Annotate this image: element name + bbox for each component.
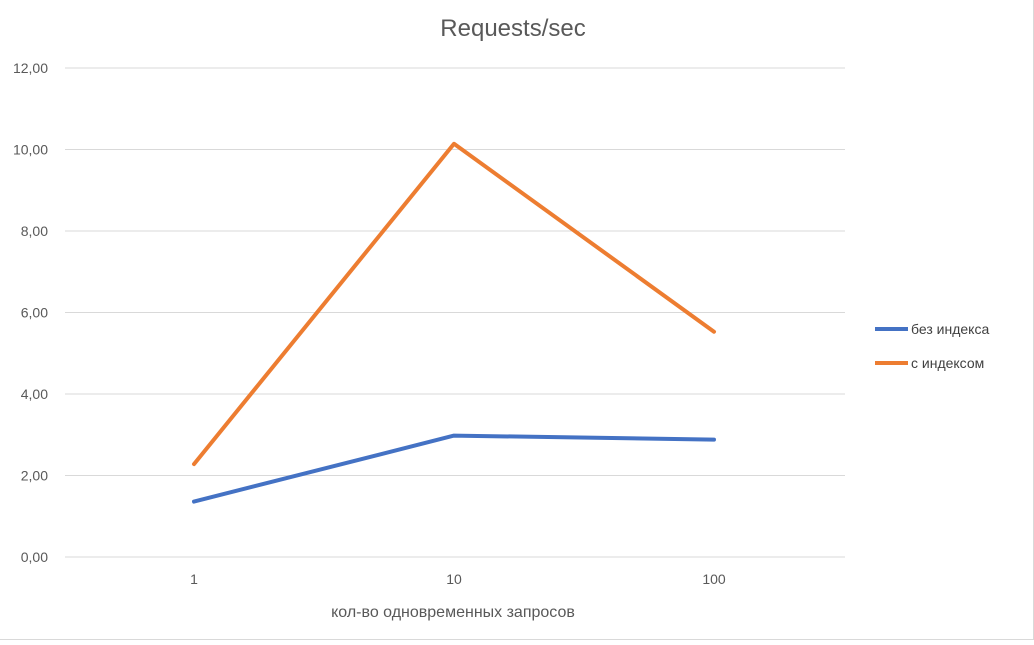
legend: без индекса с индексом xyxy=(875,321,989,371)
x-tick-label: 10 xyxy=(446,571,462,587)
series-line-2 xyxy=(192,141,716,467)
gridlines xyxy=(65,67,845,558)
y-tick-label: 8,00 xyxy=(21,223,48,239)
y-tick-label: 6,00 xyxy=(21,305,48,321)
y-tick-label: 0,00 xyxy=(21,549,48,565)
legend-label: с индексом xyxy=(911,355,984,371)
chart-title: Requests/sec xyxy=(440,15,585,42)
series-line-1 xyxy=(192,433,716,504)
y-tick-label: 10,00 xyxy=(13,142,48,158)
x-tick-label: 1 xyxy=(190,571,198,587)
x-tick-label: 100 xyxy=(702,571,726,587)
legend-label: без индекса xyxy=(911,321,989,337)
x-axis-label: кол-во одновременных запросов xyxy=(331,604,575,621)
series-lines xyxy=(192,141,716,504)
y-axis-ticks: 0,00 2,00 4,00 6,00 8,00 10,00 12,00 xyxy=(13,60,48,565)
y-tick-label: 2,00 xyxy=(21,468,48,484)
y-tick-label: 4,00 xyxy=(21,386,48,402)
y-tick-label: 12,00 xyxy=(13,60,48,76)
x-axis-ticks: 1 10 100 xyxy=(190,571,726,587)
